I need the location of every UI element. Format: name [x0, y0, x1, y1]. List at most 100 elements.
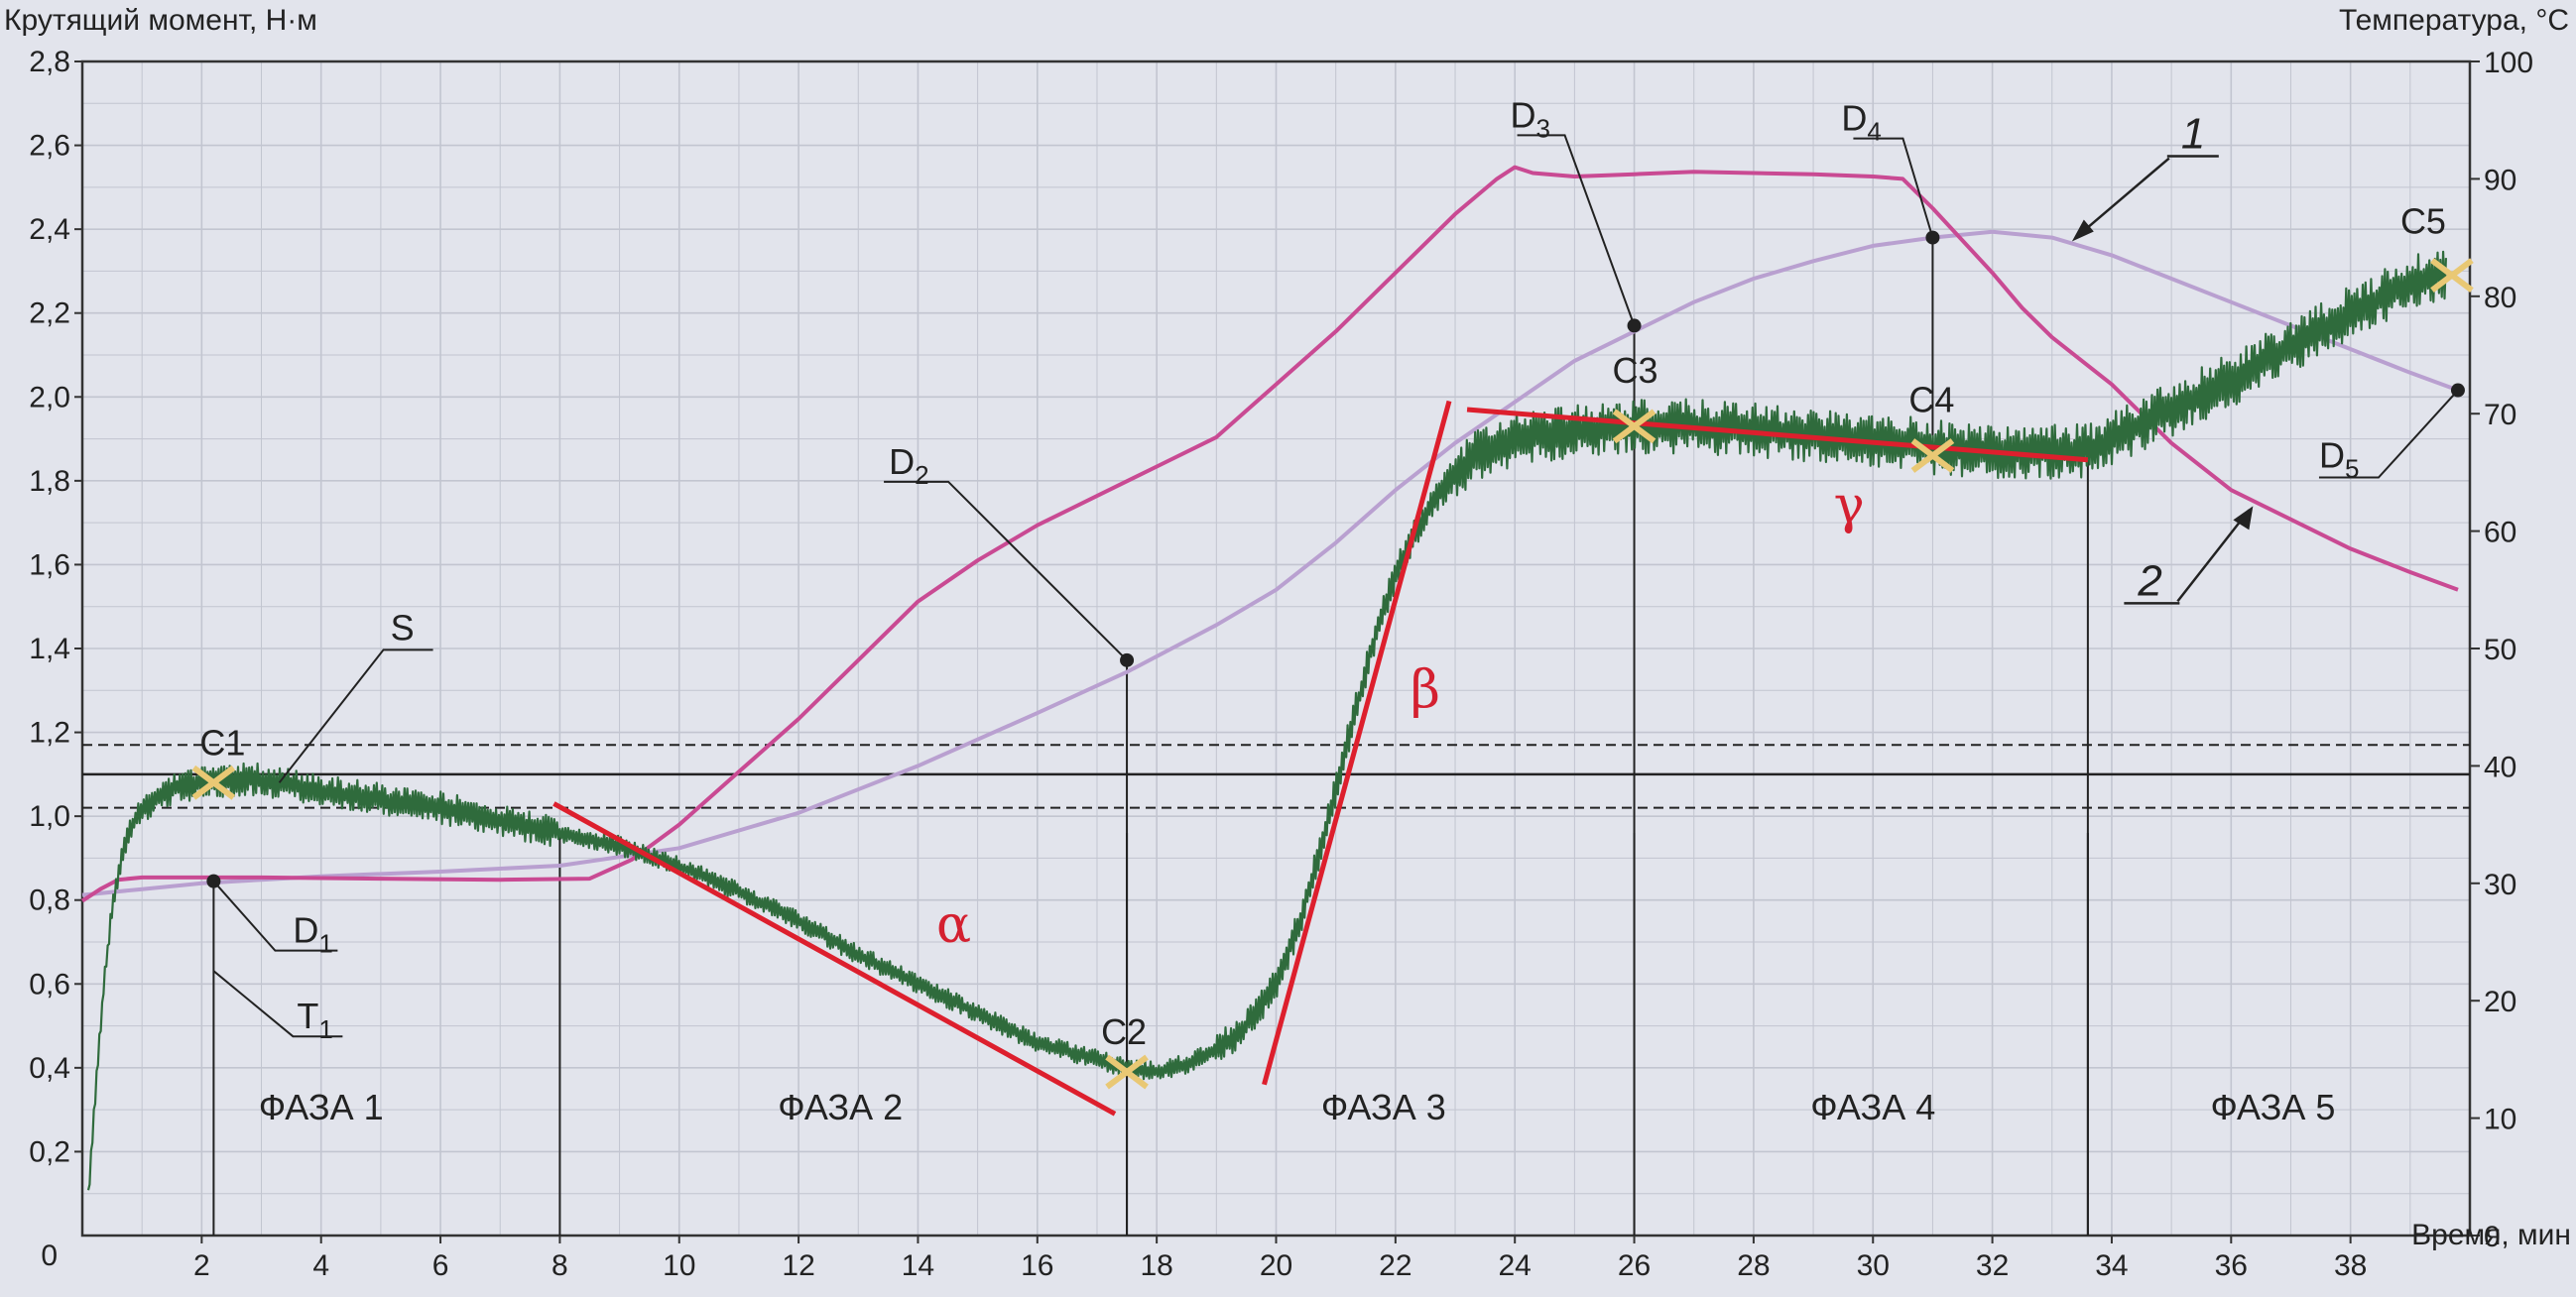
temp-label-d5: D5	[2319, 435, 2359, 484]
tangent-line-2	[1262, 400, 1452, 1086]
x-tick-label: 28	[1737, 1249, 1770, 1282]
point-marker-c5	[2430, 258, 2474, 294]
point-cross-stroke	[2430, 258, 2474, 294]
curve-1-arrow	[2075, 157, 2170, 239]
y-left-tick-label: 1,2	[29, 717, 70, 750]
tangent-label-gamma: γ	[1834, 476, 1865, 535]
x-tick-label: 32	[1976, 1249, 2009, 1282]
x-tick-label: 2	[193, 1249, 210, 1282]
x-tick-label: 30	[1857, 1249, 1890, 1282]
t1-label: T1	[297, 996, 332, 1044]
tangent-line-3	[1466, 407, 2089, 463]
point-marker-c1	[191, 765, 236, 800]
temperature-curve-2	[80, 165, 2459, 903]
y-left-tick-label: 2,8	[29, 46, 70, 78]
x-tick-label: 36	[2215, 1249, 2248, 1282]
temperature-curve-1	[81, 229, 2459, 897]
leader-line-d2	[884, 480, 1128, 661]
point-cross-stroke	[1910, 438, 1955, 473]
curve-2-arrow	[2176, 509, 2251, 603]
x-tick-label: 24	[1499, 1249, 1532, 1282]
x-axis-title: Время, мин	[2411, 1219, 2571, 1251]
y-left-tick-label: 1,8	[29, 465, 70, 498]
y-left-tick-label: 0,2	[29, 1135, 70, 1168]
y-right-title: Температура, °C	[2339, 4, 2569, 37]
tangent-label-alpha: α	[936, 895, 971, 955]
x-tick-label: 12	[782, 1249, 814, 1282]
y-right-tick-label: 50	[2484, 634, 2516, 666]
phase-label-5: ФАЗА 5	[2210, 1087, 2335, 1127]
point-cross-stroke	[1105, 1054, 1149, 1090]
markers	[191, 134, 2474, 1090]
curve-1-label: 1	[2181, 110, 2205, 159]
point-label-c4: C4	[1908, 379, 1954, 419]
y-left-tick-label: 0,8	[29, 884, 70, 917]
point-marker-c3	[1612, 409, 1656, 444]
y-left-tick-label: 2,4	[29, 213, 70, 246]
x-tick-label: 26	[1618, 1249, 1651, 1282]
y-left-tick-label: 2,6	[29, 130, 70, 163]
point-label-c2: C2	[1101, 1011, 1147, 1052]
grid	[82, 61, 2470, 1236]
s-label: S	[391, 607, 415, 648]
y-right-tick-label: 0	[2484, 1221, 2501, 1253]
y-left-tick-label: 1,0	[29, 800, 70, 833]
y-left-title: Крутящий момент, Н·м	[4, 4, 317, 37]
leader-line-d1	[212, 881, 338, 952]
temp-label-d3: D3	[1511, 94, 1550, 143]
point-label-c1: C1	[199, 722, 245, 763]
x-tick-label: 6	[432, 1249, 449, 1282]
curve-1-arrowhead	[2071, 219, 2094, 242]
leader-line-d4	[1853, 137, 1934, 238]
y-right-tick-label: 80	[2484, 282, 2516, 314]
x-tick-label: 38	[2334, 1249, 2367, 1282]
tangent-lines	[552, 400, 2089, 1117]
y-right-tick-label: 40	[2484, 751, 2516, 783]
tick-labels: 0,2 0,4 0,6 0,8 1,0 1,2 1,4 1,6 1,8 2,0 2,2 2,4 2,6 2…	[29, 46, 2533, 1282]
point-cross-stroke	[1612, 409, 1656, 444]
leader-line-d5	[2318, 389, 2459, 479]
y-left-tick-label: 0,6	[29, 968, 70, 1001]
tangent-label-beta: β	[1411, 660, 1440, 720]
y-left-tick-label: 0,4	[29, 1052, 70, 1085]
point-marker-c2	[1105, 1054, 1149, 1090]
leader-line-t1	[212, 970, 343, 1038]
temp-label-d4: D4	[1841, 98, 1881, 147]
point-label-c3: C3	[1613, 350, 1658, 391]
y-right-tick-label: 20	[2484, 986, 2516, 1018]
x-tick-label: 16	[1021, 1249, 1053, 1282]
phase-label-2: ФАЗА 2	[778, 1087, 903, 1127]
x-tick-label: 22	[1379, 1249, 1411, 1282]
x-tick-label: 8	[552, 1249, 568, 1282]
y-left-tick-label: 2,0	[29, 381, 70, 413]
point-label-c5: C5	[2400, 201, 2446, 242]
curve-2-label: 2	[2137, 556, 2161, 605]
y-left-tick-label: 2,2	[29, 297, 70, 330]
phase-label-4: ФАЗА 4	[1810, 1087, 1935, 1127]
tangent-line-1	[552, 801, 1117, 1117]
y-left-tick-label: 1,4	[29, 633, 70, 665]
y-right-tick-label: 30	[2484, 869, 2516, 901]
phase-label-1: ФАЗА 1	[259, 1087, 384, 1127]
y-right-tick-label: 70	[2484, 399, 2516, 431]
y-right-tick-label: 90	[2484, 164, 2516, 196]
x-tick-label: 14	[902, 1249, 934, 1282]
x-tick-label: 18	[1140, 1249, 1172, 1282]
temp-label-d1: D1	[293, 910, 332, 959]
phase-label-3: ФАЗА 3	[1321, 1087, 1446, 1127]
leader-line-s	[278, 648, 433, 783]
origin-label: 0	[41, 1239, 58, 1272]
x-tick-label: 20	[1260, 1249, 1292, 1282]
point-marker-c4	[1910, 438, 1955, 473]
leader-line-d3	[1517, 134, 1636, 326]
y-right-tick-label: 10	[2484, 1104, 2516, 1136]
series	[80, 165, 2459, 1191]
y-left-tick-label: 1,6	[29, 548, 70, 581]
x-tick-label: 10	[663, 1249, 695, 1282]
annotations: α β γ C1 C2 C3 C4 C5 D1 T1 D2 D3 D4 D5 S 1 2 ФАЗА 1 ФАЗА 2…	[199, 94, 2446, 1127]
y-right-tick-label: 100	[2484, 47, 2533, 79]
y-right-tick-label: 60	[2484, 517, 2516, 549]
point-cross-stroke	[191, 765, 236, 800]
x-tick-label: 34	[2095, 1249, 2128, 1282]
